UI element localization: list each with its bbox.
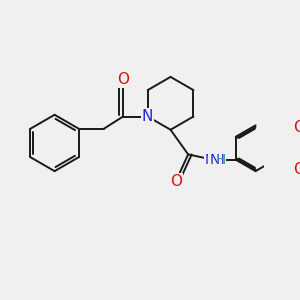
Text: N: N	[209, 153, 220, 167]
Text: O: O	[117, 72, 129, 87]
Text: H: H	[216, 153, 226, 167]
Text: O: O	[293, 120, 300, 135]
Text: O: O	[293, 162, 300, 177]
Text: N: N	[142, 109, 153, 124]
Text: O: O	[170, 174, 182, 189]
Text: NH: NH	[204, 153, 225, 167]
